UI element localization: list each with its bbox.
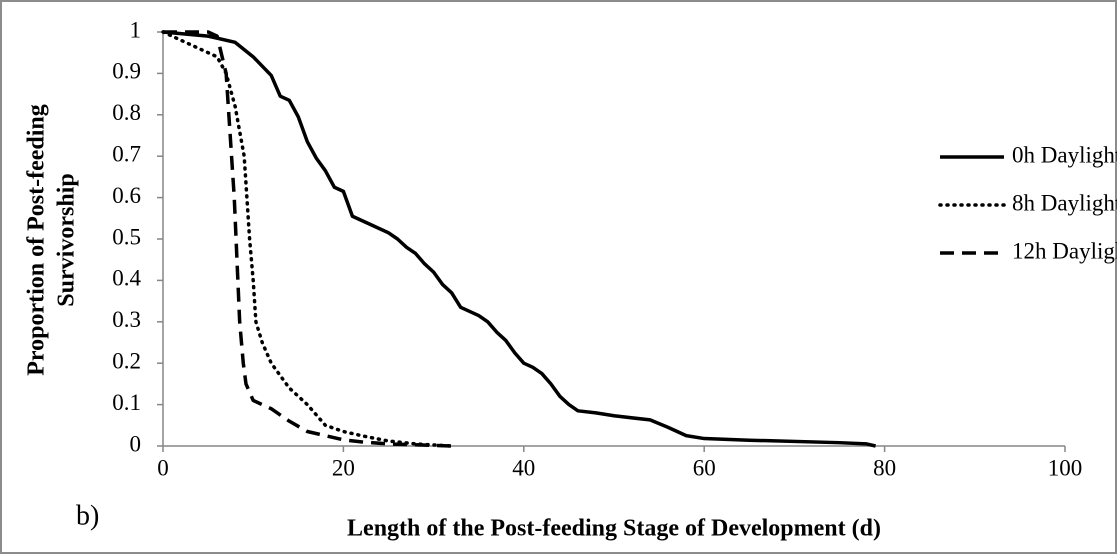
x-tick-label: 0 xyxy=(157,455,169,480)
y-tick-label: 0.6 xyxy=(112,183,141,208)
y-tick-label: 0.9 xyxy=(112,59,141,84)
y-tick-label: 0.8 xyxy=(112,100,141,125)
y-tick-label: 0.5 xyxy=(112,224,141,249)
legend-label: 12h Daylight xyxy=(1012,238,1117,263)
y-tick-label: 1 xyxy=(130,17,142,42)
y-tick-label: 0.3 xyxy=(112,307,141,332)
series-line xyxy=(162,30,876,448)
series-line xyxy=(163,30,452,448)
x-axis-label: Length of the Post-feeding Stage of Deve… xyxy=(347,516,881,542)
panel-label: b) xyxy=(76,500,99,531)
y-tick-label: 0.7 xyxy=(112,141,141,166)
y-tick-label: 0.2 xyxy=(112,348,141,373)
legend-label: 8h Daylight xyxy=(1012,190,1117,215)
y-tick-label: 0 xyxy=(130,431,142,456)
x-tick-label: 40 xyxy=(512,455,535,480)
x-tick-label: 80 xyxy=(873,455,896,480)
x-tick-label: 20 xyxy=(332,455,355,480)
y-axis-label: Proportion of Post-feeding Survivorship xyxy=(24,104,80,376)
legend-label: 0h Daylight xyxy=(1012,142,1117,167)
x-tick-label: 100 xyxy=(1048,455,1083,480)
x-tick-label: 60 xyxy=(693,455,716,480)
y-tick-label: 0.1 xyxy=(112,390,141,415)
y-axis-label-line: Survivorship xyxy=(54,173,80,306)
y-axis-label-line: Proportion of Post-feeding xyxy=(24,104,50,376)
y-tick-label: 0.4 xyxy=(112,266,141,291)
